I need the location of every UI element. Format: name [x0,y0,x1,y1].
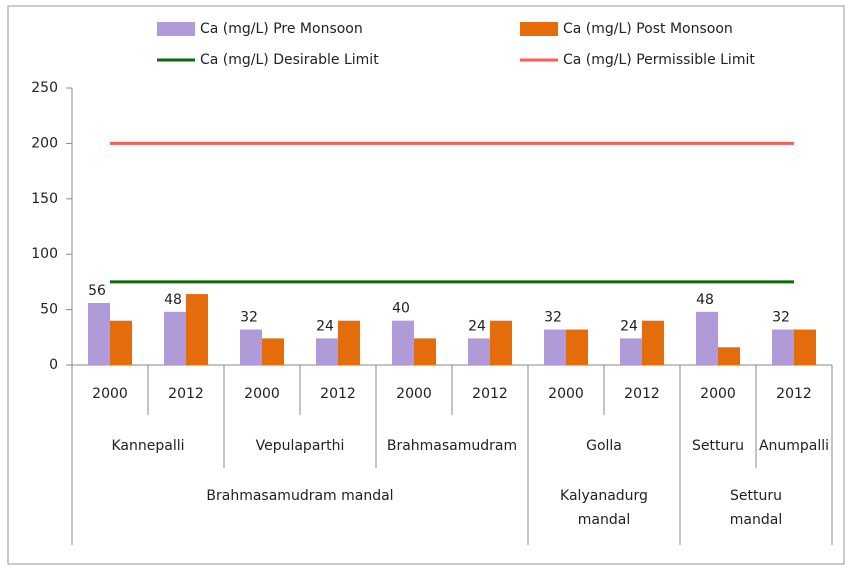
legend-label: Ca (mg/L) Pre Monsoon [200,21,363,37]
bar [642,320,664,365]
legend-swatch [157,22,195,36]
group-label: Kannepalli [111,438,185,454]
data-label: 32 [240,310,258,326]
x-tick-label: 2012 [776,386,812,402]
y-tick-label: 100 [31,246,58,262]
bar [186,294,208,365]
legend-label: Ca (mg/L) Permissible Limit [563,52,755,68]
data-label: 56 [88,283,106,299]
group-label: Kalyanadurg mandal [560,488,648,528]
group-label: Setturu [692,438,744,454]
frame [7,5,845,565]
bar [468,338,490,365]
x-tick-label: 2000 [244,386,280,402]
group-label: Brahmasamudram [386,438,518,454]
bar [566,329,588,365]
y-tick-label: 250 [31,80,58,96]
data-label: 40 [392,301,410,317]
bar [620,338,642,365]
bar [262,338,284,365]
bar [338,320,360,365]
y-tick-label: 50 [40,302,58,318]
group-label-text: Vepulaparthi [255,438,345,454]
group-label: Golla [586,438,622,454]
legend-label: Ca (mg/L) Post Monsoon [563,21,733,37]
group-label-text: Golla [586,438,622,454]
bar [110,320,132,365]
data-label: 24 [468,318,486,334]
x-tick-label: 2000 [92,386,128,402]
data-label: 24 [316,318,334,334]
bar [88,302,110,365]
group-label-text: Anumpalli [758,438,830,454]
x-tick-label: 2000 [396,386,432,402]
bar [316,338,338,365]
bar [718,347,740,365]
group-label: Brahmasamudram mandal [206,488,394,504]
x-tick-label: 2012 [168,386,204,402]
group-label: Anumpalli [758,438,830,454]
x-tick-label: 2012 [320,386,356,402]
bar [544,329,566,365]
data-label: 48 [164,292,182,308]
group-label-text: Brahmasamudram mandal [206,488,394,504]
bar [392,320,414,365]
y-tick-label: 0 [49,357,58,373]
legend-swatch [520,22,558,36]
data-label: 24 [620,318,638,334]
group-label: Setturu mandal [729,488,783,528]
y-tick-label: 150 [31,191,58,207]
group-label-text: Setturu [692,438,744,454]
group-label-text: Setturu mandal [729,488,783,528]
legend-label: Ca (mg/L) Desirable Limit [200,52,379,68]
bar [240,329,262,365]
bar [794,329,816,365]
x-tick-label: 2012 [624,386,660,402]
bar [414,338,436,365]
x-tick-label: 2000 [700,386,736,402]
data-label: 32 [772,310,790,326]
data-label: 48 [696,292,714,308]
data-label: 32 [544,310,562,326]
bar [696,311,718,365]
group-label-text: Brahmasamudram [386,438,518,454]
group-label-text: Kalyanadurg mandal [560,488,648,528]
group-label: Vepulaparthi [255,438,345,454]
x-tick-label: 2012 [472,386,508,402]
bar [490,320,512,365]
bar [772,329,794,365]
y-tick-label: 200 [31,135,58,151]
x-tick-label: 2000 [548,386,584,402]
bar [164,311,186,365]
group-label-text: Kannepalli [111,438,185,454]
